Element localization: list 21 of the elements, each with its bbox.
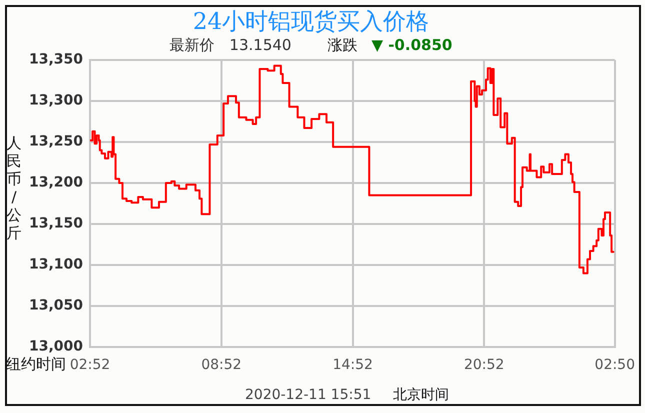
x-tick-label: 02:50 (594, 357, 636, 374)
text: 涨跌 (327, 36, 358, 55)
y-tick-label: 13,050 (28, 298, 84, 314)
y-tick-label: 13,000 (28, 338, 84, 355)
chart-subtitle: 最新价 13.1540 (170, 36, 292, 55)
x-tick-label: 02:52 (70, 357, 110, 374)
x-axis-title: 纽约时间 (6, 355, 66, 374)
y-tick-label: 13,250 (28, 134, 84, 150)
text: 北京时间 (393, 386, 450, 404)
x-tick-label: 20:52 (464, 357, 504, 374)
y-axis-title: 人民币/公斤 (6, 134, 22, 242)
text: 2020-12-11 15:51 (245, 387, 372, 403)
y-tick-label: 13,350 (28, 52, 84, 68)
y-tick-label: 13,200 (28, 174, 84, 191)
chart-title: 24小时铝现货买入价格 (192, 8, 430, 37)
y-tick-label: 13,150 (28, 216, 84, 232)
y-tick-label: 13,100 (28, 256, 84, 273)
x-tick-label: 14:52 (332, 357, 373, 374)
text: ▼ -0.0850 (371, 36, 452, 54)
y-tick-label: 13,300 (28, 92, 84, 109)
x-tick-label: 08:52 (201, 357, 242, 374)
